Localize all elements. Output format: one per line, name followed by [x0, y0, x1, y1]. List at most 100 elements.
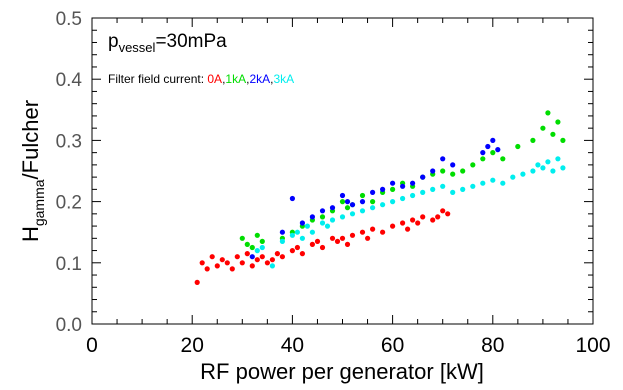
data-point — [259, 254, 265, 260]
data-point — [259, 238, 265, 244]
legend-entries: 0A,1kA,2kA,3kA — [207, 72, 294, 86]
data-point — [254, 232, 260, 238]
data-point — [490, 177, 496, 183]
data-point — [299, 220, 305, 226]
data-point — [294, 244, 300, 251]
y-label-main: H — [18, 226, 43, 242]
x-tick-labels: 0 20 40 60 80 100 — [86, 334, 610, 357]
data-point — [430, 217, 436, 223]
data-point — [370, 199, 376, 205]
data-point — [515, 143, 521, 150]
y-tick-label: 0.3 — [56, 131, 82, 152]
y-tick-label: 0.1 — [56, 254, 82, 275]
data-point — [304, 223, 310, 229]
data-point — [530, 168, 536, 174]
data-point — [339, 199, 346, 205]
data-point — [430, 168, 436, 174]
data-point — [359, 192, 366, 199]
data-point — [555, 119, 561, 125]
data-point — [294, 229, 300, 235]
x-tick-label: 60 — [381, 334, 404, 357]
data-point — [219, 257, 225, 263]
tick-marks — [91, 17, 594, 325]
data-point — [244, 241, 250, 247]
data-point — [349, 202, 356, 208]
data-point — [420, 214, 426, 220]
data-point — [370, 205, 376, 211]
annotation-sub: vessel — [119, 40, 156, 55]
data-point — [239, 235, 245, 241]
data-point — [339, 192, 346, 199]
data-point — [420, 189, 426, 195]
data-point — [380, 229, 386, 235]
data-point — [339, 235, 346, 241]
annotation-rest: =30mPa — [155, 31, 227, 52]
data-point — [334, 238, 341, 244]
data-point — [224, 260, 230, 266]
data-point — [279, 238, 285, 244]
data-point — [560, 137, 566, 143]
y-label-rest: /Fulcher — [18, 100, 43, 179]
data-points — [194, 110, 566, 285]
legend: Filter field current: 0A,1kA,2kA,3kA — [108, 72, 294, 86]
data-point — [520, 171, 526, 177]
data-point — [460, 186, 466, 192]
data-point — [470, 162, 476, 168]
data-point — [279, 254, 285, 260]
data-point — [440, 208, 446, 214]
data-point — [319, 244, 326, 251]
y-tick-label: 0.5 — [56, 9, 82, 30]
x-axis-label: RF power per generator [kW] — [200, 359, 484, 384]
data-point — [329, 217, 336, 223]
data-point — [209, 254, 215, 260]
data-point — [365, 235, 371, 241]
data-point — [269, 263, 275, 269]
data-point — [349, 232, 356, 238]
series-2kA — [249, 137, 501, 260]
data-point — [329, 235, 336, 241]
data-point — [299, 251, 305, 257]
data-point — [410, 192, 416, 199]
x-tick-label: 40 — [281, 334, 304, 357]
annotation-vessel-pressure: pvessel=30mPa — [108, 31, 227, 55]
data-point — [214, 263, 220, 269]
data-point — [380, 202, 386, 208]
x-tick-label: 100 — [575, 334, 610, 357]
data-point — [405, 226, 411, 232]
plot-frame — [91, 17, 594, 325]
data-point — [545, 110, 551, 116]
data-point — [555, 156, 561, 162]
data-point — [329, 205, 336, 211]
data-point — [450, 162, 456, 168]
data-point — [500, 156, 506, 162]
data-point — [259, 244, 265, 251]
legend-entry: , — [246, 72, 249, 86]
data-point — [400, 220, 406, 226]
data-point — [344, 205, 351, 211]
series-3kA — [254, 156, 566, 269]
data-point — [204, 266, 210, 272]
data-point — [500, 180, 506, 186]
x-tick-label: 20 — [181, 334, 204, 357]
data-point — [370, 226, 376, 232]
data-point — [269, 257, 275, 263]
data-point — [400, 195, 406, 202]
data-point — [359, 199, 366, 205]
legend-entry: , — [270, 72, 273, 86]
data-point — [530, 137, 536, 143]
data-point — [430, 186, 436, 192]
data-point — [239, 260, 245, 266]
series-1kA — [239, 110, 566, 251]
y-tick-labels: 0.0 0.1 0.2 0.3 0.4 0.5 — [56, 9, 83, 336]
data-point — [450, 189, 456, 195]
data-point — [299, 235, 305, 241]
data-point — [229, 266, 235, 272]
data-point — [550, 131, 556, 137]
data-point — [359, 208, 366, 214]
data-point — [309, 229, 315, 235]
data-point — [289, 232, 295, 238]
data-point — [420, 174, 426, 180]
data-point — [540, 165, 546, 171]
y-axis-label: Hgamma/Fulcher — [18, 100, 47, 242]
